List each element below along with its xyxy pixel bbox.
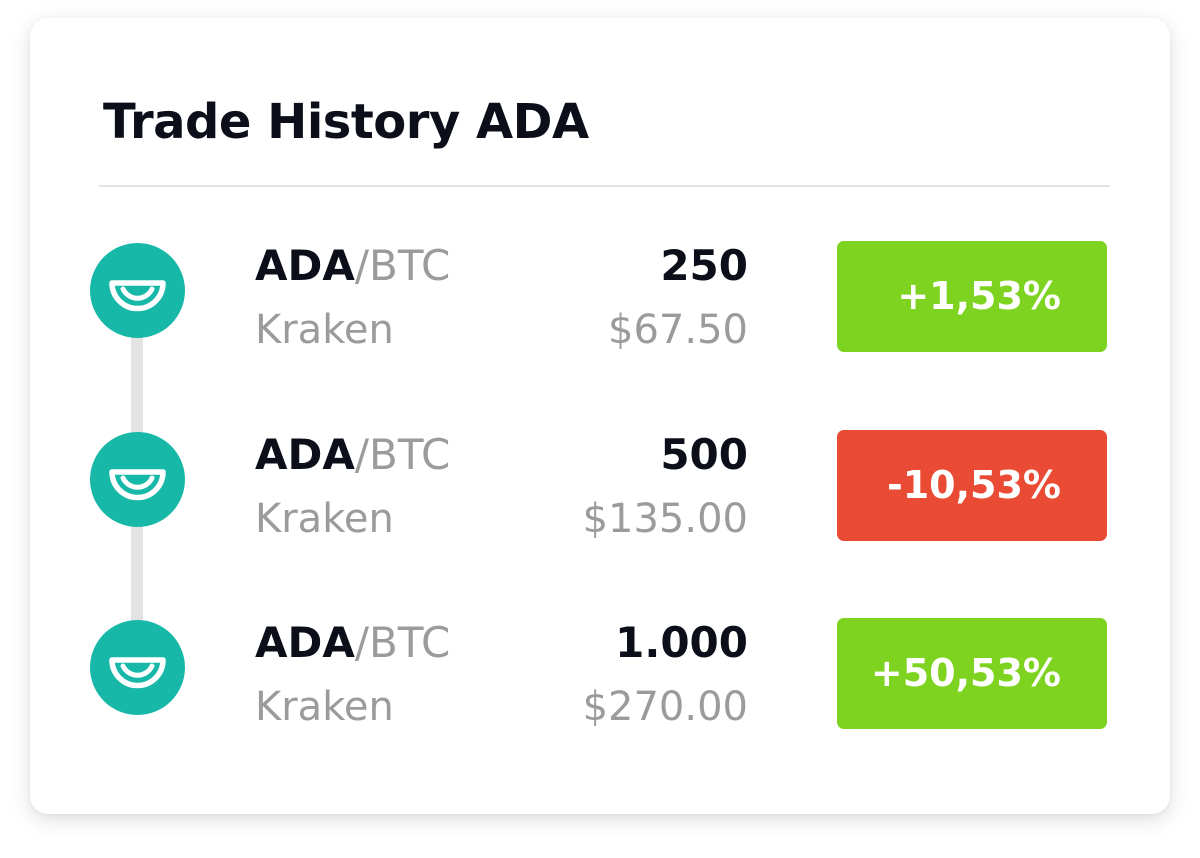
change-badge: -10,53% bbox=[837, 430, 1107, 541]
change-badge: +50,53% bbox=[837, 618, 1107, 729]
trade-value: $67.50 bbox=[608, 307, 748, 353]
pair-quote: BTC bbox=[369, 618, 451, 667]
pair-separator: / bbox=[354, 241, 370, 290]
change-badge: +1,53% bbox=[837, 241, 1107, 352]
exchange-name: Kraken bbox=[255, 496, 394, 542]
pair-separator: / bbox=[354, 430, 370, 479]
pair-separator: / bbox=[354, 618, 370, 667]
exchange-name: Kraken bbox=[255, 684, 394, 730]
title-divider bbox=[99, 185, 1110, 187]
ada-coin-icon bbox=[90, 432, 185, 527]
trade-pair: ADA/BTC bbox=[255, 238, 450, 294]
trade-value: $270.00 bbox=[582, 684, 748, 730]
trade-amount: 1.000 bbox=[615, 618, 748, 667]
trade-row[interactable]: ADA/BTC Kraken 500 $135.00 -10,53% bbox=[30, 430, 1170, 543]
ada-coin-icon bbox=[90, 243, 185, 338]
pair-base: ADA bbox=[255, 241, 355, 290]
card-title: Trade History ADA bbox=[103, 94, 589, 150]
pair-quote: BTC bbox=[369, 430, 451, 479]
trade-value: $135.00 bbox=[582, 496, 748, 542]
pair-base: ADA bbox=[255, 618, 355, 667]
trade-pair: ADA/BTC bbox=[255, 615, 450, 671]
ada-coin-icon bbox=[90, 620, 185, 715]
trade-row[interactable]: ADA/BTC Kraken 250 $67.50 +1,53% bbox=[30, 241, 1170, 354]
trade-row[interactable]: ADA/BTC Kraken 1.000 $270.00 +50,53% bbox=[30, 618, 1170, 731]
trade-amount: 500 bbox=[660, 430, 748, 479]
trade-history-card: Trade History ADA ADA/BTC Kraken 250 $67… bbox=[30, 18, 1170, 814]
pair-base: ADA bbox=[255, 430, 355, 479]
exchange-name: Kraken bbox=[255, 307, 394, 353]
trade-pair: ADA/BTC bbox=[255, 427, 450, 483]
trade-amount: 250 bbox=[660, 241, 748, 290]
pair-quote: BTC bbox=[369, 241, 451, 290]
